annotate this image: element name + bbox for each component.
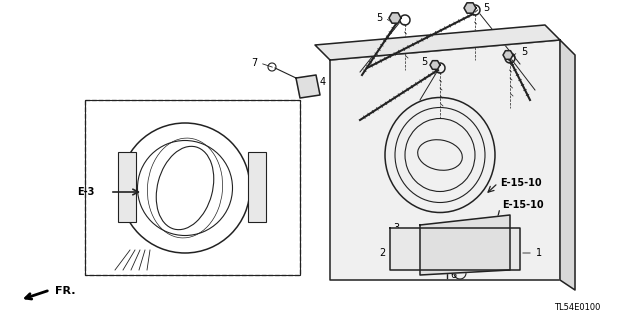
Text: FR.: FR.	[55, 286, 76, 296]
Bar	[248, 152, 266, 222]
Text: 2: 2	[379, 248, 385, 258]
Polygon shape	[420, 215, 510, 275]
Text: 4: 4	[320, 77, 326, 87]
Polygon shape	[464, 3, 476, 13]
Text: E-15-10: E-15-10	[502, 200, 543, 210]
Text: TL54E0100: TL54E0100	[554, 303, 600, 312]
Text: 5: 5	[376, 13, 382, 23]
Polygon shape	[389, 13, 401, 23]
Polygon shape	[296, 75, 320, 98]
Polygon shape	[430, 61, 440, 69]
Polygon shape	[503, 51, 513, 59]
Bar	[85, 100, 300, 275]
Text: 3: 3	[393, 223, 399, 233]
Text: 1: 1	[536, 248, 542, 258]
Bar	[85, 100, 300, 275]
Bar	[397, 232, 515, 240]
Polygon shape	[330, 40, 560, 280]
Polygon shape	[315, 25, 560, 60]
Polygon shape	[390, 228, 520, 270]
Text: E-15-10: E-15-10	[500, 178, 541, 188]
Text: 5: 5	[521, 47, 527, 57]
Polygon shape	[560, 40, 575, 290]
Text: 6: 6	[450, 270, 456, 280]
Text: 7: 7	[251, 58, 257, 68]
Bar	[118, 152, 136, 222]
Text: 5: 5	[420, 57, 427, 67]
Text: 5: 5	[483, 3, 489, 13]
Text: E-3: E-3	[77, 187, 95, 197]
Bar	[397, 237, 515, 262]
